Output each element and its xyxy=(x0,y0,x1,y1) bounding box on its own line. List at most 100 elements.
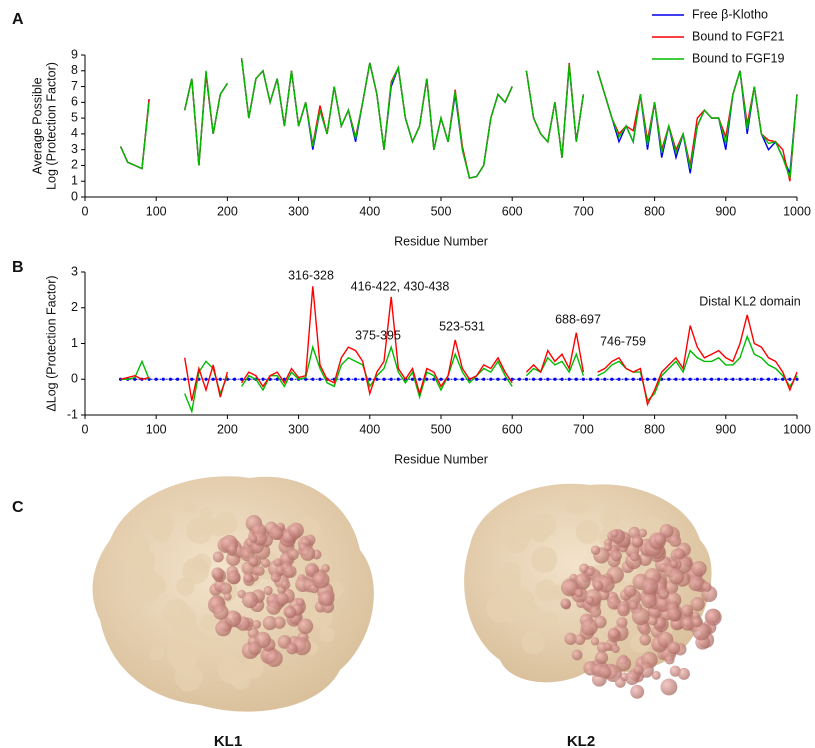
series-marker xyxy=(531,377,536,381)
epitope-atom xyxy=(284,606,297,619)
y-tick-label: 0 xyxy=(71,189,78,203)
epitope-atom xyxy=(647,615,658,626)
series-marker xyxy=(460,377,464,381)
epitope-atom xyxy=(669,534,682,547)
surface-bump xyxy=(519,519,540,540)
series-marker xyxy=(183,377,187,381)
series-marker xyxy=(681,377,685,381)
series-marker xyxy=(653,377,657,381)
epitope-atom xyxy=(623,584,637,598)
x-tick-label: 300 xyxy=(288,204,309,218)
series-marker xyxy=(168,377,173,381)
y-tick-label: 3 xyxy=(71,142,78,156)
epitope-atom xyxy=(674,548,685,560)
y-tick-label: 5 xyxy=(71,110,78,124)
annotation: 746-759 xyxy=(600,334,646,348)
y-axis-label: ΔLog (Protection Factor) xyxy=(44,275,58,411)
series-marker xyxy=(574,377,578,381)
series-marker xyxy=(353,377,358,381)
epitope-atom xyxy=(677,667,690,680)
x-tick-label: 200 xyxy=(217,422,238,436)
epitope-atom xyxy=(680,604,694,617)
y-tick-label: -1 xyxy=(67,407,78,421)
x-tick-label: 500 xyxy=(431,422,452,436)
annotation: 688-697 xyxy=(555,312,601,326)
series-marker xyxy=(311,377,315,381)
series-marker xyxy=(638,377,642,381)
epitope-atom xyxy=(594,651,609,665)
series-marker xyxy=(133,377,137,381)
x-tick-label: 500 xyxy=(431,204,452,218)
series-marker xyxy=(289,377,294,381)
epitope-atom xyxy=(608,627,620,640)
epitope-atom xyxy=(263,585,273,596)
series-marker xyxy=(489,377,493,381)
epitope-atom xyxy=(213,604,229,620)
epitope-atom xyxy=(657,588,670,600)
series-marker xyxy=(496,377,500,381)
series-marker xyxy=(517,377,521,381)
surface-bump xyxy=(177,608,197,627)
epitope-atom xyxy=(254,566,265,576)
series-marker xyxy=(788,377,792,381)
y-tick-label: 0 xyxy=(71,372,78,386)
surface-bump xyxy=(500,524,516,540)
surface-bump xyxy=(149,647,164,661)
surface-bump xyxy=(497,570,522,594)
surface-bump xyxy=(538,611,559,632)
epitope-atom xyxy=(631,607,650,626)
epitope-atom xyxy=(252,531,267,546)
panel-label: B xyxy=(12,259,24,276)
epitope-atom xyxy=(628,600,639,610)
epitope-atom xyxy=(586,568,595,577)
series-marker xyxy=(596,377,600,381)
series-marker xyxy=(731,377,735,381)
series-marker xyxy=(738,377,742,381)
epitope-atom xyxy=(641,592,657,609)
epitope-atom xyxy=(630,684,645,699)
epitope-atom xyxy=(243,572,254,583)
series-marker xyxy=(275,377,279,381)
series-marker xyxy=(247,377,251,381)
series-marker xyxy=(304,377,308,381)
epitope-atom xyxy=(211,567,224,580)
surface-bump xyxy=(138,550,155,567)
epitope-atom xyxy=(701,582,712,592)
surface-bump xyxy=(200,613,218,631)
series-marker xyxy=(610,377,614,381)
surface-bump xyxy=(184,500,197,514)
x-tick-label: 900 xyxy=(715,422,736,436)
series-marker xyxy=(774,377,778,381)
series-marker xyxy=(709,377,714,381)
series-marker xyxy=(617,377,621,381)
x-axis-label: Residue Number xyxy=(394,234,488,248)
y-tick-label: 1 xyxy=(71,336,78,350)
series-marker xyxy=(553,377,557,381)
epitope-atom xyxy=(593,580,604,591)
annotation: 316-328 xyxy=(288,268,334,282)
annotation: 375-395 xyxy=(355,328,401,342)
epitope-atom xyxy=(574,588,584,598)
epitope-atom xyxy=(286,643,298,655)
series-marker xyxy=(211,377,215,381)
epitope-atom xyxy=(593,615,607,629)
epitope-atom xyxy=(292,637,311,656)
series-marker xyxy=(318,377,322,381)
epitope-atom xyxy=(248,556,259,567)
series-marker xyxy=(389,377,393,381)
series-marker xyxy=(361,377,365,381)
series-marker xyxy=(645,377,650,381)
epitope-atom xyxy=(669,559,679,569)
epitope-atom xyxy=(598,665,612,679)
epitope-atom xyxy=(219,582,232,595)
series-marker xyxy=(396,377,400,381)
epitope-atom xyxy=(666,607,682,622)
epitope-atom xyxy=(604,543,613,552)
epitope-atom xyxy=(283,565,297,579)
series-marker xyxy=(190,377,194,381)
x-tick-label: 100 xyxy=(146,204,167,218)
surface-bump xyxy=(250,655,265,670)
series-marker xyxy=(759,377,764,381)
surface-bump xyxy=(531,546,558,573)
surface-bump xyxy=(521,631,545,655)
